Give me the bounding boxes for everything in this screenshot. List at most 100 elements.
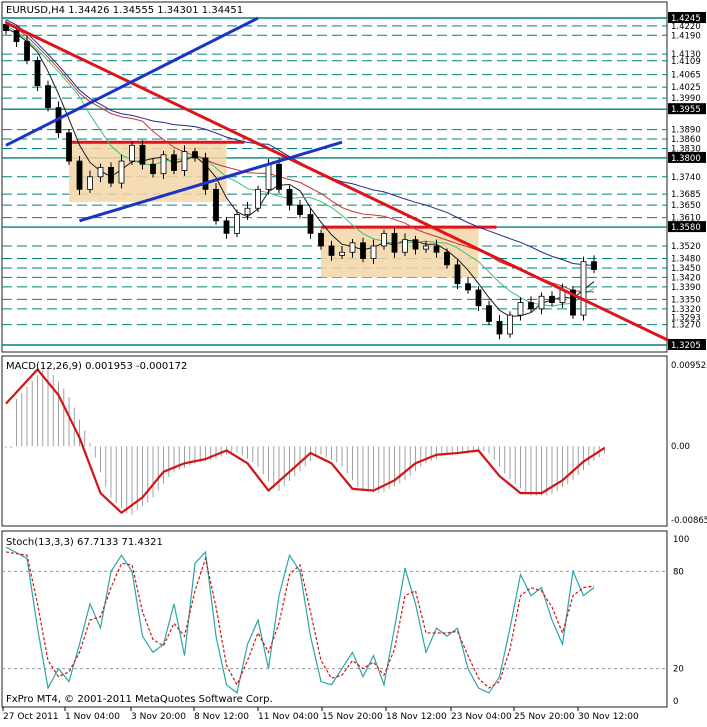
candle-body bbox=[328, 245, 335, 256]
price-axis-label: 1.4190 bbox=[671, 31, 701, 41]
candle-body bbox=[391, 232, 398, 253]
time-axis-label: 23 Nov 04:00 bbox=[451, 712, 512, 722]
candle-body bbox=[255, 188, 261, 209]
macd-panel[interactable]: 0.009525 0.00 -0.008651 MACD(12,26,9) 0.00… bbox=[1, 355, 707, 527]
stoch-levels bbox=[2, 570, 667, 670]
time-axis-label: 30 Nov 12:00 bbox=[578, 712, 639, 722]
price-axis-label: 1.4245 bbox=[671, 14, 701, 24]
stoch-axis-label: 20 bbox=[673, 665, 684, 675]
candle-body bbox=[171, 154, 177, 171]
candle-body bbox=[360, 242, 366, 259]
candle-body bbox=[265, 163, 272, 190]
price-axis-label: 1.4065 bbox=[671, 71, 701, 81]
candle-body bbox=[297, 204, 303, 215]
candle-body bbox=[181, 151, 188, 171]
price-axis-label: 1.4025 bbox=[671, 83, 701, 93]
downtrend-line[interactable] bbox=[5, 21, 679, 347]
candle-body bbox=[580, 261, 587, 316]
price-axis-label: 1.3270 bbox=[671, 321, 701, 331]
stoch-signal-line bbox=[5, 551, 595, 689]
candle-body bbox=[160, 154, 167, 175]
ma-slow-line bbox=[5, 22, 595, 293]
trendlines[interactable] bbox=[5, 16, 679, 347]
price-axis-label: 1.4109 bbox=[671, 57, 701, 67]
stoch-panel[interactable]: 100 80 20 0 Stoch(13,3,3) 67.7133 71.4321 F… bbox=[1, 530, 689, 708]
macd-panel-title: MACD(12,26,9) 0.001953 -0.000172 bbox=[6, 361, 187, 372]
candle-body bbox=[591, 261, 597, 270]
time-axis-label: 18 Nov 12:00 bbox=[386, 712, 447, 722]
candle-body bbox=[213, 188, 219, 222]
candle-body bbox=[87, 176, 93, 190]
candle-body bbox=[223, 220, 230, 234]
price-axis-label: 1.3955 bbox=[671, 105, 701, 115]
candle-body bbox=[129, 144, 135, 162]
consolidation-box[interactable] bbox=[69, 142, 227, 202]
candle-body bbox=[276, 163, 282, 190]
candle-body bbox=[97, 166, 104, 178]
stoch-panel-title: Stoch(13,3,3) 67.7133 71.4321 bbox=[6, 537, 163, 548]
price-label-bg bbox=[668, 12, 706, 23]
ma-medium-line bbox=[5, 25, 595, 307]
price-axis-label: 1.3685 bbox=[671, 190, 701, 200]
price-axis-label: 1.3293 bbox=[671, 313, 701, 323]
candle-body bbox=[202, 157, 209, 190]
price-axis-label: 1.3990 bbox=[671, 94, 701, 104]
price-axis-label: 1.3205 bbox=[671, 341, 701, 351]
candle-body bbox=[517, 302, 524, 316]
candle-body bbox=[234, 214, 240, 234]
price-axis-label: 1.3350 bbox=[671, 295, 701, 305]
price-label-bg bbox=[668, 221, 706, 233]
price-axis-label: 1.3650 bbox=[671, 201, 701, 211]
macd-axis-label: 0.00 bbox=[671, 442, 690, 452]
stoch-axis-label: 0 bbox=[673, 697, 678, 707]
candle-body bbox=[486, 305, 492, 322]
copyright-footer: FxPro MT4, © 2001-2011 MetaQuotes Softwa… bbox=[6, 694, 273, 705]
uptrend-line-upper[interactable] bbox=[5, 16, 259, 147]
candle-body bbox=[412, 239, 419, 250]
candle-body bbox=[318, 232, 324, 247]
candle-body bbox=[66, 132, 72, 162]
candle-body bbox=[118, 160, 125, 184]
stoch-axis-label: 80 bbox=[673, 567, 684, 577]
price-axis-label: 1.3830 bbox=[671, 144, 701, 154]
price-axis-label: 1.3860 bbox=[671, 135, 701, 145]
price-axis-label: 1.3890 bbox=[671, 126, 701, 136]
price-label-bg bbox=[668, 103, 706, 115]
macd-panel-frame bbox=[1, 355, 668, 527]
candle-body bbox=[13, 30, 20, 42]
candle-body bbox=[307, 214, 314, 234]
candle-body bbox=[465, 283, 471, 291]
candle-body bbox=[139, 144, 146, 165]
price-axis-label: 1.3520 bbox=[671, 242, 701, 252]
candle-body bbox=[76, 160, 83, 190]
candle-body bbox=[45, 85, 51, 109]
stoch-lines bbox=[5, 546, 595, 694]
candle-body bbox=[339, 251, 345, 256]
price-axis-label: 1.3420 bbox=[671, 273, 701, 283]
time-axis-label: 1 Nov 04:00 bbox=[65, 712, 120, 722]
candle-body bbox=[34, 60, 41, 87]
time-axis-label: 11 Nov 04:00 bbox=[258, 712, 319, 722]
macd-signal-line bbox=[5, 368, 606, 514]
main-panel-title: EURUSD,H4 1.34426 1.34555 1.34301 1.3445… bbox=[6, 5, 243, 16]
candle-body bbox=[370, 245, 377, 259]
price-axis-label: 1.3480 bbox=[671, 255, 701, 265]
candle-body bbox=[538, 295, 545, 310]
candle-body bbox=[381, 232, 387, 247]
candle-body bbox=[402, 239, 408, 253]
uptrend-line-lower[interactable] bbox=[79, 140, 343, 223]
price-axis-label: 1.3800 bbox=[671, 154, 701, 164]
macd-axis-label: 0.009525 bbox=[671, 361, 707, 371]
price-axis-label: 1.4130 bbox=[671, 50, 701, 60]
candle-body bbox=[496, 321, 503, 335]
candle-body bbox=[108, 166, 114, 184]
candle-body bbox=[444, 251, 450, 266]
price-axis-label: 1.3450 bbox=[671, 264, 701, 274]
price-axis-label: 1.3610 bbox=[671, 214, 701, 224]
stoch-axis-label: 100 bbox=[673, 535, 689, 545]
time-axis-label: 8 Nov 12:00 bbox=[194, 712, 249, 722]
